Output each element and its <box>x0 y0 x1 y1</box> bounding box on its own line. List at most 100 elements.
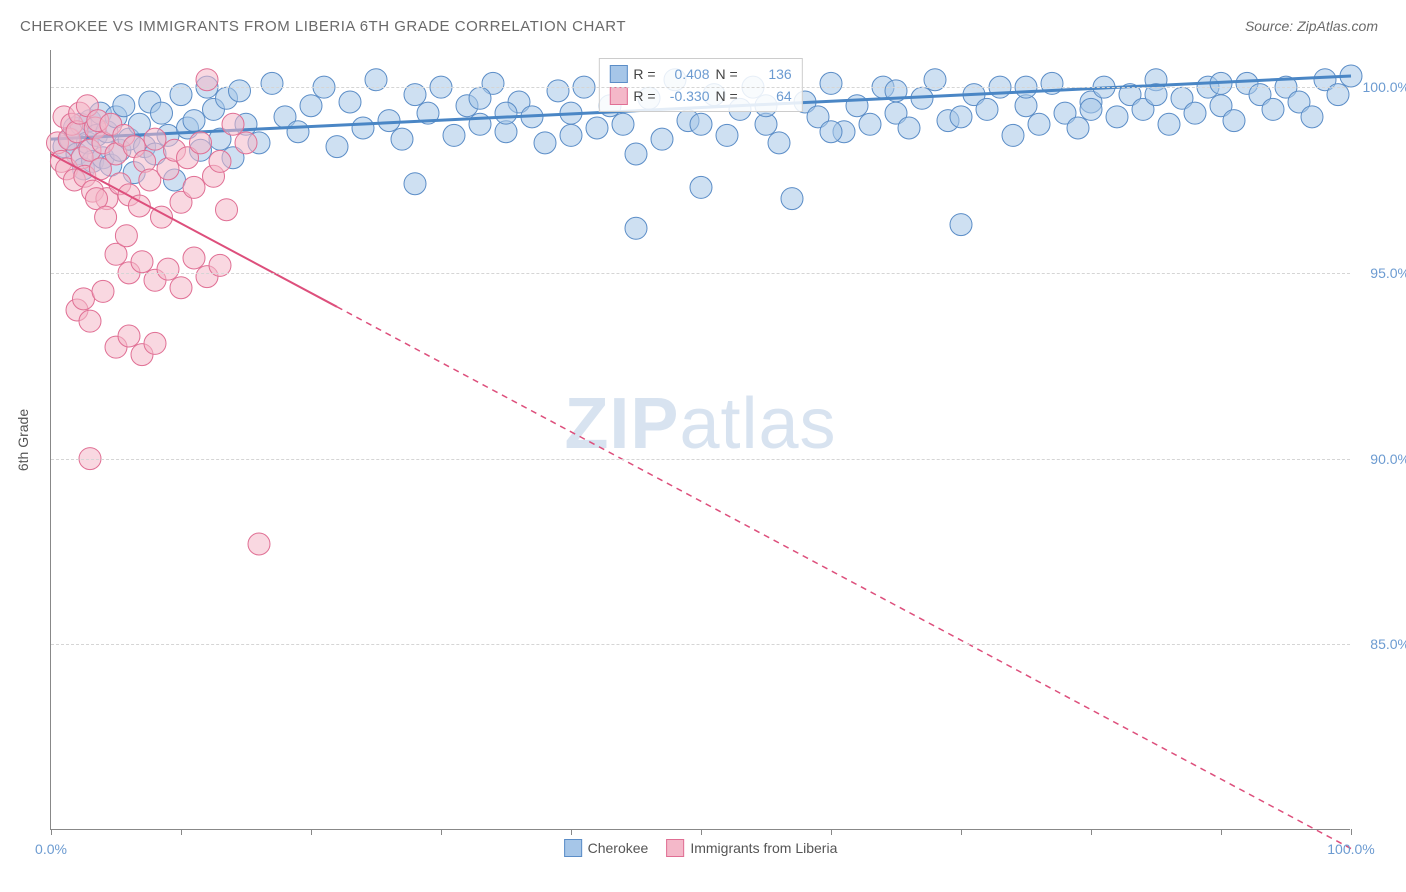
data-point <box>560 124 582 146</box>
data-point <box>79 310 101 332</box>
data-point <box>118 325 140 347</box>
stat-n-label: N = <box>716 63 738 85</box>
gridline <box>51 87 1350 88</box>
liberia-n-value: 64 <box>744 85 792 107</box>
data-point <box>300 95 322 117</box>
stat-r-label: R = <box>633 63 655 85</box>
gridline <box>51 273 1350 274</box>
data-point <box>235 132 257 154</box>
data-point <box>1002 124 1024 146</box>
data-point <box>115 225 137 247</box>
data-point <box>976 98 998 120</box>
data-point <box>391 128 413 150</box>
x-tick <box>571 829 572 835</box>
x-tick <box>831 829 832 835</box>
legend-stats-box: R = 0.408 N = 136 R = -0.330 N = 64 <box>598 58 802 112</box>
legend-label-cherokee: Cherokee <box>588 840 649 856</box>
cherokee-r-value: 0.408 <box>662 63 710 85</box>
data-point <box>820 121 842 143</box>
liberia-swatch-icon <box>609 87 627 105</box>
x-tick-label: 100.0% <box>1327 841 1374 857</box>
data-point <box>157 258 179 280</box>
data-point <box>1106 106 1128 128</box>
data-point <box>229 80 251 102</box>
data-point <box>898 117 920 139</box>
y-tick-label: 85.0% <box>1355 636 1406 652</box>
data-point <box>651 128 673 150</box>
x-tick <box>441 829 442 835</box>
legend-item-cherokee: Cherokee <box>564 839 649 857</box>
data-point <box>1223 110 1245 132</box>
x-tick <box>1221 829 1222 835</box>
x-tick <box>181 829 182 835</box>
data-point <box>768 132 790 154</box>
x-tick <box>1091 829 1092 835</box>
data-point <box>261 72 283 94</box>
legend-label-liberia: Immigrants from Liberia <box>690 840 837 856</box>
x-tick <box>961 829 962 835</box>
data-point <box>92 280 114 302</box>
data-point <box>1158 113 1180 135</box>
data-point <box>625 217 647 239</box>
data-point <box>690 113 712 135</box>
cherokee-swatch-icon <box>564 839 582 857</box>
data-point <box>495 102 517 124</box>
chart-svg <box>51 50 1350 829</box>
data-point <box>73 288 95 310</box>
data-point <box>378 110 400 132</box>
liberia-swatch-icon <box>666 839 684 857</box>
data-point <box>846 95 868 117</box>
x-tick <box>51 829 52 835</box>
data-point <box>534 132 556 154</box>
x-tick <box>1351 829 1352 835</box>
chart-title: CHEROKEE VS IMMIGRANTS FROM LIBERIA 6TH … <box>20 18 626 35</box>
data-point <box>151 102 173 124</box>
trend-line-extrapolated <box>337 307 1351 849</box>
data-point <box>1080 98 1102 120</box>
data-point <box>144 332 166 354</box>
cherokee-swatch-icon <box>609 65 627 83</box>
x-tick <box>311 829 312 835</box>
data-point <box>716 124 738 146</box>
plot-area: ZIPatlas R = 0.408 N = 136 R = -0.330 N … <box>50 50 1350 830</box>
legend-bottom: Cherokee Immigrants from Liberia <box>564 839 838 857</box>
stat-r-label: R = <box>633 85 655 107</box>
data-point <box>248 533 270 555</box>
data-point <box>781 188 803 210</box>
data-point <box>690 176 712 198</box>
data-point <box>183 176 205 198</box>
data-point <box>1028 113 1050 135</box>
y-tick-label: 100.0% <box>1355 79 1406 95</box>
data-point <box>326 136 348 158</box>
data-point <box>190 132 212 154</box>
data-point <box>950 214 972 236</box>
gridline <box>51 459 1350 460</box>
data-point <box>95 206 117 228</box>
data-point <box>183 110 205 132</box>
data-point <box>859 113 881 135</box>
x-tick <box>701 829 702 835</box>
data-point <box>1301 106 1323 128</box>
source-attribution: Source: ZipAtlas.com <box>1245 18 1378 34</box>
gridline <box>51 644 1350 645</box>
y-tick-label: 90.0% <box>1355 451 1406 467</box>
legend-stats-row-liberia: R = -0.330 N = 64 <box>609 85 791 107</box>
x-tick-label: 0.0% <box>35 841 67 857</box>
y-axis-label: 6th Grade <box>15 409 31 471</box>
data-point <box>352 117 374 139</box>
data-point <box>404 173 426 195</box>
data-point <box>222 113 244 135</box>
data-point <box>469 87 491 109</box>
legend-stats-row-cherokee: R = 0.408 N = 136 <box>609 63 791 85</box>
liberia-r-value: -0.330 <box>662 85 710 107</box>
cherokee-n-value: 136 <box>744 63 792 85</box>
data-point <box>1262 98 1284 120</box>
data-point <box>1067 117 1089 139</box>
stat-n-label: N = <box>716 85 738 107</box>
data-point <box>586 117 608 139</box>
data-point <box>144 128 166 150</box>
y-tick-label: 95.0% <box>1355 265 1406 281</box>
data-point <box>1184 102 1206 124</box>
data-point <box>209 150 231 172</box>
legend-item-liberia: Immigrants from Liberia <box>666 839 837 857</box>
